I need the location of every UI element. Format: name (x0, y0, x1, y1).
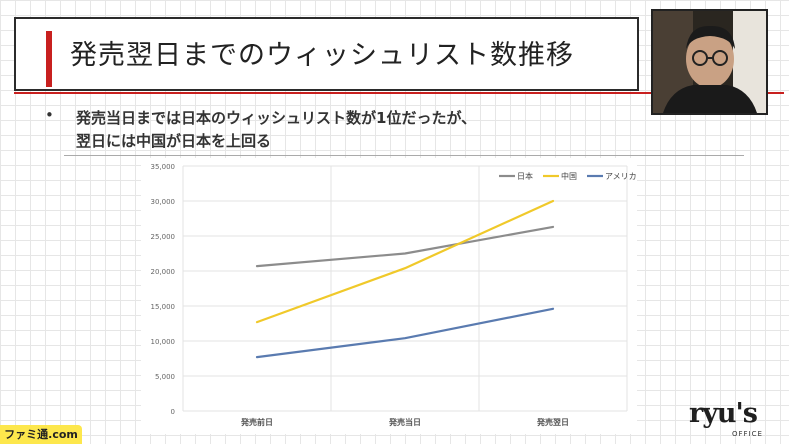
famitsu-watermark: ファミ通.com (0, 425, 82, 444)
x-tick-label: 発売当日 (388, 417, 421, 427)
series-line (255, 199, 555, 324)
presenter-image (653, 11, 766, 113)
y-tick-label: 15,000 (151, 303, 176, 311)
chart-panel: 0 5,000 10,000 15,000 20,000 25,000 30,000 35,0… (141, 158, 637, 434)
y-tick-label: 30,000 (151, 198, 176, 206)
series-line (255, 307, 555, 359)
slide-title-box: 発売翌日までのウィッシュリスト数推移 (14, 17, 639, 91)
y-tick-label: 10,000 (151, 338, 176, 346)
y-tick-label: 0 (171, 408, 175, 416)
title-accent-bar (46, 31, 52, 87)
x-tick-label: 発売前日 (240, 417, 273, 427)
legend-label: 中国 (561, 171, 577, 181)
wishlist-line-chart: 0 5,000 10,000 15,000 20,000 25,000 30,000 35,0… (151, 163, 637, 427)
logo-subtext: OFFICE (732, 430, 763, 438)
legend-label: アメリカ (605, 172, 637, 181)
y-tick-label: 35,000 (151, 163, 176, 171)
x-tick-label: 発売翌日 (536, 417, 569, 427)
webcam-video (651, 9, 768, 115)
legend-label: 日本 (517, 171, 533, 181)
bullet-line-1: 発売当日までは日本のウィッシュリスト数が1位だったが、 (76, 109, 477, 127)
bullet-line-2: 翌日には中国が日本を上回る (76, 132, 272, 150)
y-tick-label: 25,000 (151, 233, 176, 241)
series-line (255, 225, 555, 268)
y-tick-label: 5,000 (155, 373, 175, 381)
bullet-text: 発売当日までは日本のウィッシュリスト数が1位だったが、 翌日には中国が日本を上回… (76, 107, 636, 153)
slide-title: 発売翌日までのウィッシュリスト数推移 (70, 40, 574, 71)
title-underline (14, 92, 784, 94)
bullet-marker: • (45, 106, 54, 124)
content-divider (64, 155, 744, 156)
ryus-office-logo: ryu's (689, 398, 758, 429)
y-tick-label: 20,000 (151, 268, 176, 276)
